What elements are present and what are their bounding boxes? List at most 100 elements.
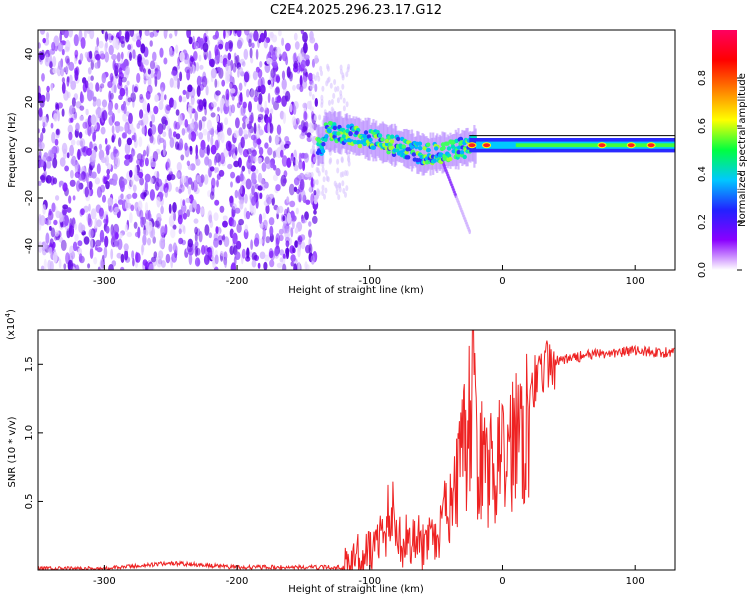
noise-cell	[290, 254, 296, 262]
noise-cell	[229, 195, 234, 204]
noise-cell	[250, 165, 256, 172]
noise-cell	[259, 32, 266, 43]
noise-cell	[180, 198, 183, 208]
noise-cell	[241, 165, 246, 172]
noise-cell	[89, 247, 94, 259]
snr-x-ticks: -300 -200 -100 0 100	[93, 565, 645, 587]
noise-cell	[126, 231, 133, 238]
snr-y-multiplier: (x104)	[4, 309, 17, 340]
signal-envelope-cell	[442, 132, 445, 173]
noise-cell	[88, 203, 91, 212]
signal-core-cell	[327, 120, 333, 126]
noise-cell	[243, 30, 250, 36]
noise-cell	[304, 171, 311, 178]
noise-cell	[168, 243, 173, 253]
signal-envelope-cell	[372, 119, 375, 162]
noise-cell	[286, 196, 290, 204]
noise-cell	[138, 171, 144, 179]
noise-cell	[151, 114, 156, 123]
noise-cell	[321, 166, 325, 173]
noise-cell	[265, 204, 270, 215]
y-tick-label: 1.5	[24, 356, 35, 372]
noise-cell	[88, 180, 93, 190]
noise-cell	[194, 257, 201, 267]
noise-cell	[121, 132, 126, 139]
noise-cell	[117, 199, 124, 205]
noise-cell	[243, 71, 250, 83]
noise-cell	[172, 202, 177, 213]
noise-cell	[70, 117, 74, 123]
colorbar-gradient	[712, 30, 737, 270]
noise-cell	[313, 156, 316, 163]
noise-cell	[202, 98, 207, 108]
noise-cell	[182, 212, 187, 220]
noise-cell	[110, 248, 114, 260]
noise-cell	[181, 96, 187, 103]
noise-cell	[87, 67, 92, 75]
noise-cell	[78, 173, 84, 181]
signal-band-core	[515, 143, 675, 148]
noise-cell	[172, 77, 178, 89]
noise-cell	[102, 194, 106, 203]
noise-cell	[194, 226, 199, 235]
noise-cell	[95, 82, 100, 92]
noise-cell	[266, 160, 271, 170]
noise-cell	[69, 179, 76, 187]
noise-cell	[176, 172, 181, 178]
noise-cell	[90, 75, 94, 81]
noise-cell	[38, 128, 41, 134]
noise-cell	[139, 159, 144, 168]
signal-core-cell	[434, 146, 439, 151]
noise-cell	[290, 156, 294, 163]
noise-cell	[148, 263, 155, 270]
y-tick-label: 1.0	[24, 425, 35, 441]
noise-cell	[335, 189, 339, 196]
noise-cell	[303, 152, 310, 163]
noise-cell	[298, 124, 304, 130]
noise-cell	[313, 179, 316, 186]
noise-cell	[156, 196, 161, 208]
noise-cell	[304, 111, 307, 120]
noise-cell	[279, 141, 286, 153]
noise-cell	[96, 247, 103, 253]
noise-cell	[257, 185, 263, 191]
noise-cell	[267, 92, 271, 104]
x-tick-label: -300	[93, 576, 116, 587]
noise-cell	[226, 127, 232, 136]
noise-cell	[109, 72, 114, 83]
noise-cell	[142, 234, 147, 246]
noise-cell	[213, 212, 219, 222]
noise-cell	[311, 94, 315, 100]
noise-cell	[43, 152, 48, 158]
noise-cell	[187, 177, 193, 185]
noise-cell	[82, 121, 88, 129]
signal-core-cell	[346, 124, 351, 129]
noise-cell	[293, 177, 300, 186]
noise-cell	[263, 181, 269, 189]
noise-cell	[149, 189, 155, 201]
noise-cell	[238, 218, 245, 226]
noise-cell	[265, 194, 270, 204]
noise-cell	[101, 72, 107, 84]
noise-cell	[105, 41, 109, 49]
noise-cell	[330, 98, 334, 105]
noise-cell	[339, 68, 343, 75]
noise-cell	[299, 179, 305, 191]
signal-envelope-cell	[441, 131, 444, 174]
noise-cell	[108, 115, 114, 126]
noise-cell	[105, 214, 109, 226]
noise-cell	[251, 196, 256, 206]
noise-cell	[243, 48, 249, 60]
noise-cell	[148, 209, 151, 222]
noise-cell	[214, 254, 219, 265]
noise-cell	[38, 159, 45, 168]
noise-cell	[125, 31, 130, 43]
noise-cell	[337, 194, 341, 201]
noise-cell	[177, 209, 183, 215]
y-tick-label: -40	[24, 238, 35, 254]
noise-cell	[199, 207, 205, 216]
noise-cell	[180, 175, 187, 184]
noise-cell	[52, 251, 58, 264]
noise-cell	[124, 142, 131, 155]
